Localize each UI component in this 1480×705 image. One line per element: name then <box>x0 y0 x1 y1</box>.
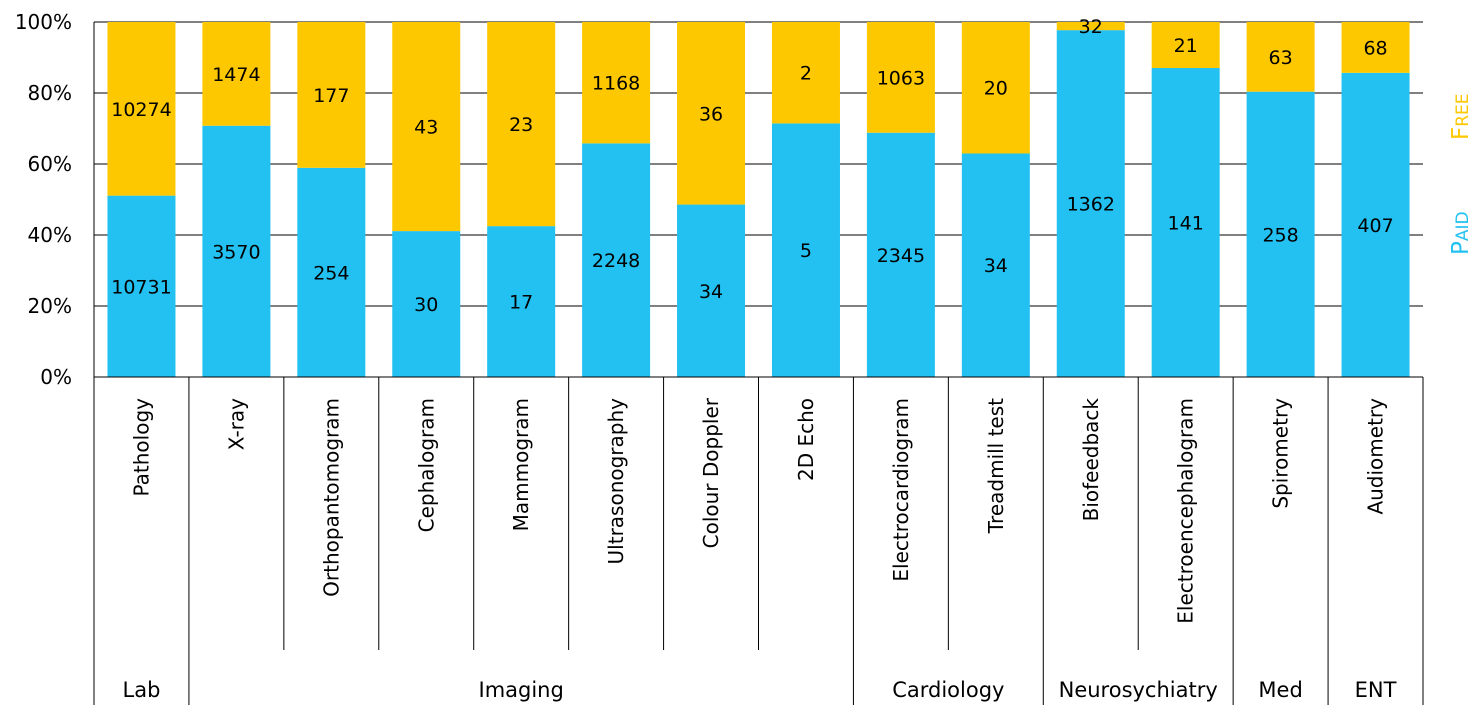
x-category-label: Colour Doppler <box>699 397 723 548</box>
x-category-label: Audiometry <box>1364 398 1388 515</box>
data-label-paid: 17 <box>509 292 533 314</box>
x-category-label: Mammogram <box>509 398 533 531</box>
data-labels: 10731 10274 3570 1474 254 177 30 43 17 23 2248 1168… <box>111 16 1393 316</box>
data-label-free: 63 <box>1269 47 1293 69</box>
data-label-paid: 1362 <box>1067 194 1115 216</box>
bar-free <box>771 22 840 124</box>
bar-free <box>392 22 461 232</box>
bar-paid <box>487 226 556 377</box>
data-label-free: 10274 <box>111 99 171 121</box>
data-label-paid: 3570 <box>212 241 260 263</box>
bar-free <box>487 22 556 227</box>
bar-paid <box>866 132 935 377</box>
bar-paid <box>202 125 271 377</box>
x-axis: Pathology X-ray Orthopantomogram Cephalogra… <box>93 376 1424 705</box>
y-tick-label: 0% <box>40 365 72 389</box>
bar-free <box>961 22 1030 154</box>
data-label-paid: 2345 <box>877 245 925 267</box>
data-label-free: 2 <box>800 63 812 85</box>
data-label-paid: 258 <box>1262 224 1298 246</box>
data-label-paid: 34 <box>699 281 723 303</box>
legend: PAID FREE <box>1448 93 1474 255</box>
bar-free <box>297 22 366 168</box>
x-category-label: Treadmill test <box>984 398 1008 534</box>
gridlines <box>94 21 1423 378</box>
x-group-label: ENT <box>1355 678 1397 702</box>
bar-paid <box>961 153 1030 377</box>
data-label-paid: 5 <box>800 240 812 262</box>
bar-free <box>107 22 176 196</box>
x-group-label: Med <box>1258 678 1302 702</box>
data-label-free: 20 <box>984 78 1008 100</box>
bar-free <box>582 22 651 144</box>
x-category-label: Cephalogram <box>414 398 438 532</box>
x-group-label: Imaging <box>479 678 564 702</box>
bar-free <box>677 22 746 205</box>
data-label-paid: 141 <box>1168 213 1204 235</box>
bar-paid <box>1151 68 1220 377</box>
data-label-free: 68 <box>1363 37 1387 59</box>
x-category-label: 2D Echo <box>794 398 818 481</box>
x-group-label: Lab <box>123 678 161 702</box>
y-tick-label: 60% <box>28 152 72 176</box>
data-label-paid: 30 <box>414 294 438 316</box>
data-label-free: 23 <box>509 114 533 136</box>
x-category-label: X-ray <box>224 398 248 450</box>
bar-free <box>202 22 271 126</box>
legend-rest: AID <box>1453 211 1473 241</box>
data-label-free: 21 <box>1174 35 1198 57</box>
data-label-paid: 10731 <box>111 276 171 298</box>
data-label-paid: 2248 <box>592 250 640 272</box>
data-label-free: 32 <box>1079 16 1103 38</box>
data-label-free: 43 <box>414 117 438 139</box>
data-label-free: 177 <box>313 85 349 107</box>
data-label-free: 1168 <box>592 73 640 95</box>
x-category-label: Electrocardiogram <box>889 398 913 582</box>
data-label-paid: 34 <box>984 255 1008 277</box>
x-category-label: Ultrasonography <box>604 398 628 565</box>
bar-paid <box>107 195 176 377</box>
bar-free <box>1246 22 1315 92</box>
bar-free <box>1151 22 1220 69</box>
legend-first-letter: F <box>1448 127 1474 140</box>
bar-paid <box>677 204 746 377</box>
bar-paid <box>297 167 366 377</box>
data-label-free: 36 <box>699 103 723 125</box>
bar-paid <box>1056 30 1125 378</box>
y-axis: 0% 20% 40% 60% 80% 100% <box>15 10 95 389</box>
x-category-label: Orthopantomogram <box>319 398 343 597</box>
y-tick-label: 40% <box>28 223 72 247</box>
legend-first-letter: P <box>1448 241 1474 255</box>
y-tick-label: 80% <box>28 81 72 105</box>
bar-paid <box>1246 91 1315 377</box>
bar-free <box>866 22 935 133</box>
x-group-label: Neurosychiatry <box>1059 678 1218 702</box>
bar-paid <box>1341 72 1410 378</box>
bar-paid <box>771 123 840 377</box>
x-category-label: Biofeedback <box>1079 398 1103 522</box>
x-category-label: Spirometry <box>1269 398 1293 509</box>
x-category-label: Pathology <box>129 398 153 497</box>
legend-rest: REE <box>1453 93 1473 126</box>
bar-free <box>1341 22 1410 73</box>
x-category-label: Electroencephalogram <box>1174 398 1198 624</box>
bar-paid <box>582 143 651 377</box>
legend-free: FREE <box>1448 93 1474 140</box>
data-label-paid: 407 <box>1357 215 1393 237</box>
x-group-label: Cardiology <box>892 678 1004 702</box>
data-label-free: 1063 <box>877 67 925 89</box>
y-tick-label: 20% <box>28 294 72 318</box>
data-label-free: 1474 <box>212 64 260 86</box>
bars <box>107 22 1410 378</box>
bar-free <box>1056 22 1125 31</box>
bar-paid <box>392 231 461 377</box>
legend-paid: PAID <box>1448 211 1474 255</box>
y-tick-label: 100% <box>15 10 72 34</box>
data-label-paid: 254 <box>313 262 349 284</box>
